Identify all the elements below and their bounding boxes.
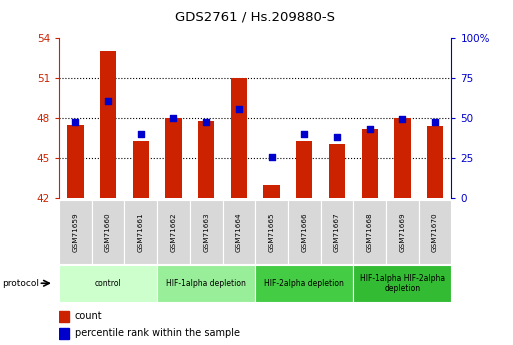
Bar (419, 200, 451, 264)
Text: GSM71663: GSM71663 (203, 212, 209, 252)
Bar (362, 129, 378, 198)
Bar (427, 126, 443, 198)
Text: protocol: protocol (3, 279, 40, 288)
Point (71, 119, 80, 124)
Text: GDS2761 / Hs.209880-S: GDS2761 / Hs.209880-S (175, 10, 335, 23)
Text: GSM71662: GSM71662 (170, 212, 176, 252)
Point (300, 131, 308, 137)
Text: percentile rank within the sample: percentile rank within the sample (75, 328, 240, 338)
Bar (59, 328, 69, 339)
Bar (92, 200, 124, 264)
Bar (190, 200, 223, 264)
Bar (353, 200, 386, 264)
Text: GSM71661: GSM71661 (138, 212, 144, 252)
Bar (59, 310, 69, 322)
Text: HIF-1alpha HIF-2alpha
depletion: HIF-1alpha HIF-2alpha depletion (360, 274, 445, 293)
Text: control: control (95, 279, 122, 288)
Text: count: count (75, 311, 102, 321)
Bar (255, 200, 288, 264)
Bar (296, 141, 312, 198)
Bar (165, 118, 182, 198)
Bar (124, 200, 157, 264)
Bar (67, 125, 84, 198)
Point (136, 131, 145, 137)
Point (235, 106, 243, 111)
Point (169, 115, 177, 121)
Point (398, 116, 406, 122)
Bar (157, 265, 255, 302)
Point (267, 155, 275, 160)
Text: GSM71659: GSM71659 (72, 212, 78, 252)
Bar (198, 121, 214, 198)
Bar (100, 51, 116, 198)
Text: GSM71664: GSM71664 (236, 212, 242, 252)
Bar (353, 265, 451, 302)
Bar (59, 265, 157, 302)
Point (366, 127, 374, 132)
Text: GSM71668: GSM71668 (367, 212, 372, 252)
Bar (321, 200, 353, 264)
Point (333, 135, 341, 140)
Bar (231, 78, 247, 198)
Bar (288, 200, 321, 264)
Text: GSM71667: GSM71667 (334, 212, 340, 252)
Text: HIF-2alpha depletion: HIF-2alpha depletion (264, 279, 344, 288)
Bar (329, 144, 345, 198)
Point (104, 98, 112, 103)
Point (431, 119, 439, 125)
Bar (157, 200, 190, 264)
Text: GSM71669: GSM71669 (400, 212, 405, 252)
Bar (394, 118, 410, 198)
Bar (59, 200, 92, 264)
Point (202, 119, 210, 125)
Text: GSM71666: GSM71666 (301, 212, 307, 252)
Text: GSM71670: GSM71670 (432, 212, 438, 252)
Text: GSM71660: GSM71660 (105, 212, 111, 252)
Bar (132, 141, 149, 198)
Bar (386, 200, 419, 264)
Bar (255, 265, 353, 302)
Bar (263, 185, 280, 198)
Bar (223, 200, 255, 264)
Text: GSM71665: GSM71665 (269, 212, 274, 252)
Text: HIF-1alpha depletion: HIF-1alpha depletion (166, 279, 246, 288)
